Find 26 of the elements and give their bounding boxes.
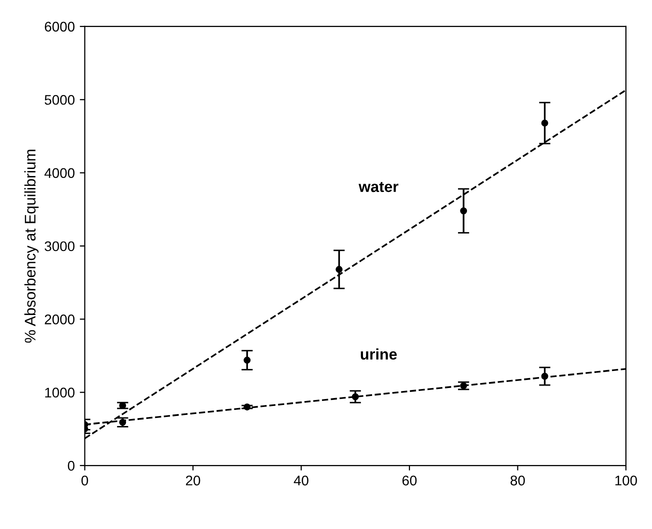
point — [460, 382, 468, 390]
y-tick-label: 5000 — [44, 94, 74, 105]
y-axis-title: % Absorbency at Equilibrium — [24, 150, 39, 343]
y-tick-label: 4000 — [44, 168, 74, 178]
x-tick-label: 100 — [615, 476, 637, 486]
point — [119, 402, 126, 409]
x-tick-label: 20 — [186, 476, 200, 486]
point — [244, 404, 251, 410]
x-tick-label: 40 — [294, 476, 308, 486]
text: urine — [360, 348, 397, 360]
y-tick-label: 6000 — [44, 22, 74, 32]
x-tick-label: 60 — [402, 476, 417, 486]
point — [119, 418, 126, 426]
x-tick-label: 0 — [81, 476, 88, 486]
point — [460, 207, 468, 214]
x-tick-label: 80 — [510, 476, 525, 486]
y-tick-label: 0 — [68, 460, 74, 471]
text: water — [358, 182, 398, 192]
point — [244, 356, 251, 364]
y-tick-label: 2000 — [44, 314, 74, 324]
point — [541, 372, 548, 380]
point — [336, 266, 343, 273]
y-tick-label: 1000 — [45, 388, 74, 398]
point — [352, 393, 359, 400]
y-tick-label: 3000 — [44, 241, 74, 252]
point — [541, 120, 548, 127]
